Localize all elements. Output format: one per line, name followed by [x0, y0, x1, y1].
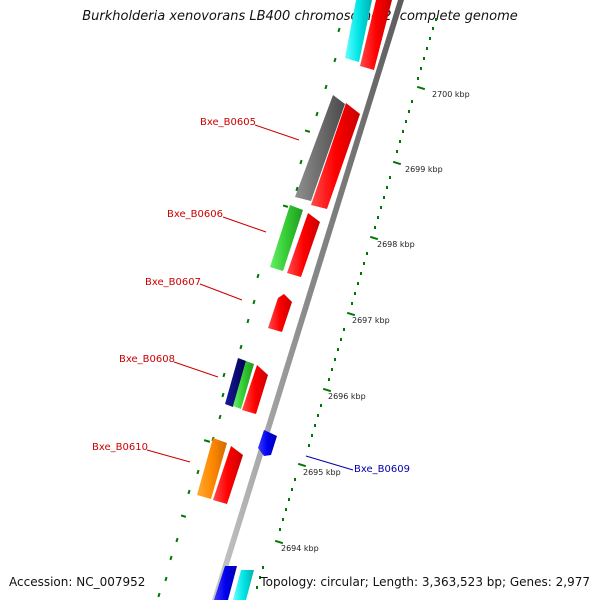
- leader-b0608: [173, 361, 219, 378]
- gene-reverse-blue-b0609: [258, 430, 277, 456]
- gene-cog-cyan-top: [345, 0, 372, 62]
- leader-b0609: [305, 455, 354, 471]
- tick-label-2694: 2694 kbp: [281, 544, 319, 553]
- tick-label-2697: 2697 kbp: [352, 316, 390, 325]
- gene-cog-cyan-bottom: [233, 570, 254, 600]
- accession-text: Accession: NC_007952: [9, 575, 146, 589]
- gene-cog-green-b0608: [233, 361, 254, 409]
- gene-forward-red-b0608: [242, 365, 268, 414]
- tick-label-2700: 2700 kbp: [432, 90, 470, 99]
- gene-forward-red-b0606: [287, 213, 320, 277]
- gene-forward-red-b0607: [268, 294, 292, 332]
- gene-forward-red-b0605: [311, 103, 360, 209]
- tick-label-2696: 2696 kbp: [328, 392, 366, 401]
- tick-label-2698: 2698 kbp: [377, 240, 415, 249]
- leader-b0610: [146, 449, 191, 463]
- gene-forward-red-top: [360, 0, 392, 70]
- leader-b0607: [199, 283, 243, 301]
- leader-b0605: [254, 124, 300, 141]
- gene-cog-grey-b0605: [295, 95, 345, 201]
- gene-forward-red-b0610: [213, 446, 243, 504]
- tick-label-2695: 2695 kbp: [303, 468, 341, 477]
- leader-b0606: [222, 216, 267, 233]
- gene-label-b0605[interactable]: Bxe_B0605: [200, 117, 256, 128]
- map-title: Burkholderia xenovorans LB400 chromosome…: [82, 9, 518, 24]
- topology-summary: Topology: circular; Length: 3,363,523 bp…: [260, 575, 590, 589]
- kbp-tick-marks: [274, 85, 426, 545]
- gene-cog-navy-b0608: [225, 358, 246, 407]
- inner-dashed-ring: [157, 27, 341, 598]
- gene-label-b0608[interactable]: Bxe_B0608: [119, 354, 175, 365]
- gene-label-b0609[interactable]: Bxe_B0609: [354, 464, 410, 475]
- gene-label-b0606[interactable]: Bxe_B0606: [167, 209, 223, 220]
- gene-reverse-blue-bottom: [214, 566, 237, 600]
- outer-scale-ring: [256, 18, 437, 589]
- gene-label-b0610[interactable]: Bxe_B0610: [92, 442, 148, 453]
- tick-label-2699: 2699 kbp: [405, 165, 443, 174]
- gene-label-b0607[interactable]: Bxe_B0607: [145, 277, 201, 288]
- gene-cog-orange-b0610: [197, 438, 227, 499]
- gene-cog-green-b0606: [270, 205, 303, 271]
